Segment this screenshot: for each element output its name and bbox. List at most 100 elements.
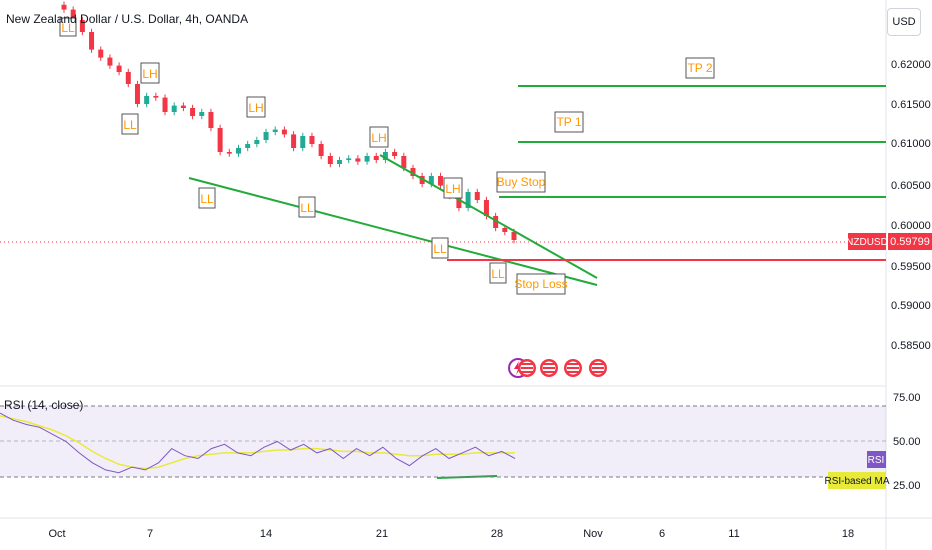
candle-body — [401, 156, 407, 168]
time-tick: Nov — [583, 528, 603, 540]
candle-body — [456, 196, 462, 208]
candle-body — [144, 96, 150, 104]
time-tick: 6 — [659, 528, 665, 540]
tp1-label[interactable]: TP 1 — [554, 111, 584, 133]
candle-body — [235, 148, 241, 154]
rsi-value-badge[interactable]: RSI — [867, 451, 886, 468]
candle-body — [300, 136, 306, 148]
price-tick: 0.59500 — [891, 261, 931, 273]
candle-body — [254, 140, 260, 144]
tp2-label-text: TP 2 — [687, 61, 712, 75]
candle-body — [70, 9, 76, 20]
candle-body — [263, 132, 269, 140]
candle-body — [89, 32, 95, 50]
price-tick: 0.58500 — [891, 340, 931, 352]
stop-loss-label-text: Stop Loss — [514, 277, 567, 291]
swing-label[interactable]: LH — [369, 126, 389, 148]
candle-body — [134, 84, 140, 104]
swing-label[interactable]: LL — [59, 17, 77, 37]
us-flag-icon[interactable] — [589, 359, 607, 377]
price-tick: 0.62000 — [891, 59, 931, 71]
candle-body — [337, 160, 343, 164]
price-tick: 0.59000 — [891, 300, 931, 312]
candle-body — [483, 200, 489, 216]
rsi-badge-text: RSI — [868, 455, 885, 466]
us-flag-icon[interactable] — [518, 359, 536, 377]
price-axis[interactable]: 0.62000 0.61500 0.61000 0.60500 0.60000 … — [891, 59, 931, 352]
candle-body — [355, 158, 361, 162]
rsi-tick: 50.00 — [893, 436, 921, 448]
current-price-badge[interactable]: NZDUSD 0.59799 — [846, 233, 932, 250]
swing-label[interactable]: LL — [198, 187, 216, 209]
swing-label[interactable]: LH — [246, 96, 266, 118]
swing-label[interactable]: LL — [298, 196, 316, 218]
time-tick: 18 — [842, 528, 854, 540]
swing-label[interactable]: LH — [443, 177, 463, 199]
candle-body — [364, 156, 370, 162]
rsi-tick: 75.00 — [893, 392, 921, 404]
time-axis[interactable]: Oct 7 14 21 28 Nov 6 11 18 — [48, 528, 854, 540]
swing-label[interactable]: LH — [140, 62, 160, 84]
tp1-label-text: TP 1 — [556, 115, 581, 129]
time-tick: 7 — [147, 528, 153, 540]
candle-body — [291, 134, 297, 148]
candle-body — [245, 144, 251, 148]
candle-body — [107, 57, 113, 66]
stop-loss-label[interactable]: Stop Loss — [514, 273, 568, 295]
time-tick: 14 — [260, 528, 272, 540]
candle-body — [474, 192, 480, 200]
candle-body — [180, 105, 186, 108]
swing-label[interactable]: LL — [121, 113, 139, 135]
candle-body — [162, 97, 168, 112]
rsi-line — [0, 412, 516, 474]
candle-body — [79, 20, 85, 32]
swing-label-text: LH — [142, 67, 157, 81]
candle-body — [199, 112, 205, 116]
tp2-label[interactable]: TP 2 — [685, 57, 715, 79]
swing-label-text: LL — [123, 118, 137, 132]
candle-body — [511, 232, 517, 240]
swing-label[interactable]: LL — [431, 237, 449, 259]
swing-label-text: LH — [371, 131, 386, 145]
candle-body — [61, 4, 67, 10]
candle-body — [502, 228, 508, 232]
candle-body — [116, 65, 122, 72]
economic-events-row[interactable] — [508, 358, 607, 378]
candle-body — [493, 216, 499, 228]
rsi-ma-badge-text: RSI-based MA — [824, 476, 889, 487]
price-tick: 0.61500 — [891, 99, 931, 111]
rsi-ma-value-badge[interactable]: RSI-based MA — [824, 472, 890, 489]
swing-label-text: LL — [61, 21, 75, 35]
candle-body — [392, 152, 398, 156]
swing-label-text: LL — [491, 267, 505, 281]
currency-button[interactable]: USD — [887, 8, 921, 36]
price-tick: 0.61000 — [891, 138, 931, 150]
wedge-upper-trendline[interactable] — [379, 154, 598, 279]
candle-body — [125, 72, 131, 84]
candle-body — [272, 129, 278, 132]
swing-label-text: LL — [433, 242, 447, 256]
rsi-title[interactable]: RSI (14, close) — [4, 398, 84, 412]
wedge-lower-trendline[interactable] — [188, 177, 598, 286]
symbol-badge — [848, 233, 886, 250]
candle-body — [438, 176, 444, 186]
buy-stop-label[interactable]: Buy Stop — [496, 171, 546, 193]
symbol-badge-text: NZDUSD — [846, 237, 888, 248]
swing-label[interactable]: LL — [489, 262, 507, 284]
price-tick: 0.60500 — [891, 180, 931, 192]
candle-body — [171, 105, 177, 112]
candle-body — [190, 108, 196, 116]
candle-body — [208, 112, 214, 128]
candle-body — [98, 49, 104, 58]
candle-body — [309, 136, 315, 144]
candle-body — [281, 129, 287, 135]
rsi-ma-line — [0, 415, 515, 470]
buy-stop-label-text: Buy Stop — [497, 175, 546, 189]
symbol-title[interactable]: New Zealand Dollar / U.S. Dollar, 4h, OA… — [6, 12, 249, 26]
swing-label-text: LH — [248, 101, 263, 115]
rsi-divergence-line[interactable] — [436, 475, 498, 479]
rsi-axis[interactable]: 75.00 50.00 25.00 — [893, 392, 921, 492]
us-flag-icon[interactable] — [564, 359, 582, 377]
us-flag-icon[interactable] — [540, 359, 558, 377]
